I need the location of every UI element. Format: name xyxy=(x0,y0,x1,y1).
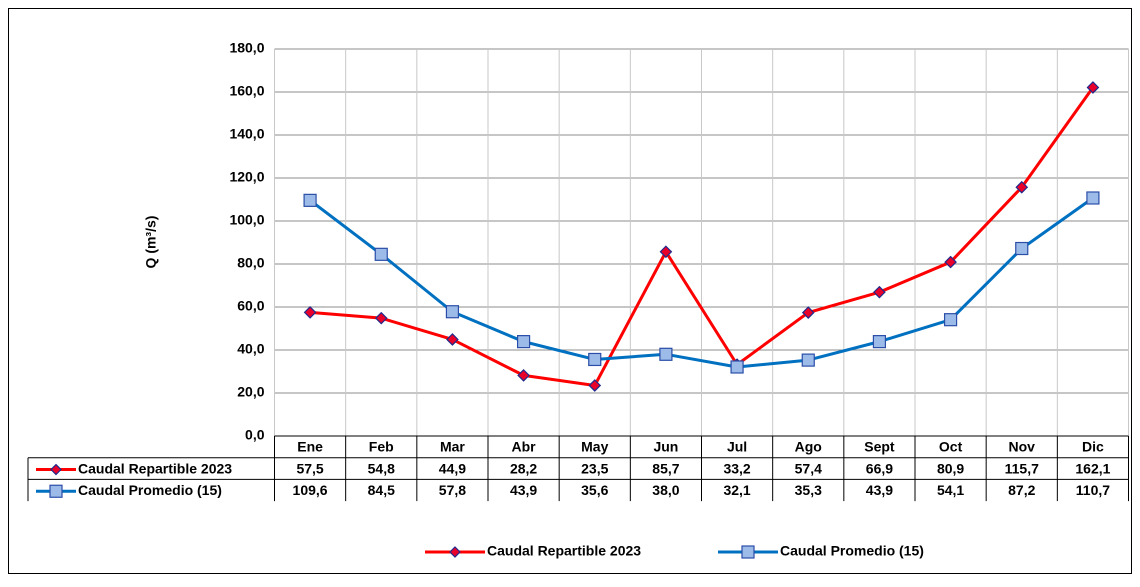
series-line xyxy=(309,196,1094,369)
table-legend-key-marker xyxy=(50,463,62,476)
series-line xyxy=(309,86,1095,387)
table-value: 57,8 xyxy=(439,482,466,498)
table-value: 80,9 xyxy=(937,460,964,476)
data-point xyxy=(517,369,530,382)
table-value: 84,5 xyxy=(368,482,395,498)
legend-label: Caudal Repartible 2023 xyxy=(487,543,641,559)
y-tick-label: 160,0 xyxy=(229,83,264,99)
data-point xyxy=(1086,81,1100,94)
data-point xyxy=(801,306,815,319)
table-value: 66,9 xyxy=(866,460,893,476)
table-value: 54,1 xyxy=(937,482,964,498)
table-value: 33,2 xyxy=(723,460,750,476)
x-tick-label: Jul xyxy=(727,439,747,455)
table-value: 110,7 xyxy=(1076,482,1110,498)
table-value: 43,9 xyxy=(866,482,893,498)
y-tick-label: 20,0 xyxy=(237,384,264,400)
y-tick-label: 60,0 xyxy=(237,298,264,314)
table-series-name: Caudal Repartible 2023 xyxy=(78,460,232,476)
x-tick-label: Ene xyxy=(297,439,323,455)
data-point xyxy=(943,313,958,327)
legend-key-marker xyxy=(741,545,755,559)
x-tick-label: Mar xyxy=(440,439,465,455)
data-point xyxy=(1086,191,1100,205)
data-point xyxy=(588,352,602,367)
y-tick-label: 180,0 xyxy=(229,40,264,56)
table-value: 28,2 xyxy=(510,460,537,476)
legend-key-marker xyxy=(449,546,461,558)
table-value: 85,7 xyxy=(652,460,679,476)
data-point xyxy=(445,305,460,319)
data-point xyxy=(872,335,887,349)
data-point xyxy=(659,347,673,361)
data-point xyxy=(588,379,602,392)
x-tick-label: Jun xyxy=(653,439,678,455)
x-tick-label: Sept xyxy=(864,439,895,455)
table-value: 87,2 xyxy=(1008,482,1035,498)
y-tick-label: 120,0 xyxy=(229,169,264,185)
table-value: 44,9 xyxy=(439,460,466,476)
x-tick-label: Oct xyxy=(939,439,963,455)
table-value: 115,7 xyxy=(1005,460,1039,476)
data-point xyxy=(374,247,388,261)
table-value: 32,1 xyxy=(723,482,750,498)
y-tick-label: 40,0 xyxy=(237,341,264,357)
y-tick-label: 100,0 xyxy=(229,212,264,228)
y-tick-label: 80,0 xyxy=(237,255,264,271)
x-tick-label: May xyxy=(581,439,608,455)
table-value: 57,5 xyxy=(296,460,323,476)
data-point xyxy=(944,255,957,269)
legend-label: Caudal Promedio (15) xyxy=(780,543,924,559)
x-tick-label: Dic xyxy=(1082,439,1104,455)
y-tick-label: 140,0 xyxy=(229,126,264,142)
data-point xyxy=(303,193,317,207)
data-point xyxy=(1015,241,1029,256)
table-value: 35,3 xyxy=(795,482,822,498)
x-tick-label: Feb xyxy=(369,439,394,455)
data-point xyxy=(303,306,317,319)
x-tick-label: Abr xyxy=(512,439,537,455)
data-point xyxy=(1015,180,1029,194)
data-point xyxy=(659,245,673,259)
table-series-name: Caudal Promedio (15) xyxy=(78,482,222,498)
x-tick-label: Ago xyxy=(795,439,822,455)
table-value: 57,4 xyxy=(795,460,822,476)
data-point xyxy=(516,335,531,349)
data-point xyxy=(730,360,744,374)
data-point xyxy=(374,311,388,325)
data-point xyxy=(446,333,459,346)
table-value: 35,6 xyxy=(581,482,608,498)
table-legend-key-marker xyxy=(49,484,63,498)
y-tick-label: 0,0 xyxy=(245,427,265,443)
table-value: 54,8 xyxy=(368,460,395,476)
table-value: 109,6 xyxy=(293,482,328,498)
x-tick-label: Nov xyxy=(1009,439,1036,455)
table-value: 38,0 xyxy=(652,482,679,498)
data-point xyxy=(873,285,886,299)
table-value: 43,9 xyxy=(510,482,537,498)
table-value: 23,5 xyxy=(581,460,608,476)
y-axis-title: Q (m³/s) xyxy=(143,216,159,269)
table-value: 162,1 xyxy=(1075,460,1110,476)
data-point xyxy=(801,353,815,367)
